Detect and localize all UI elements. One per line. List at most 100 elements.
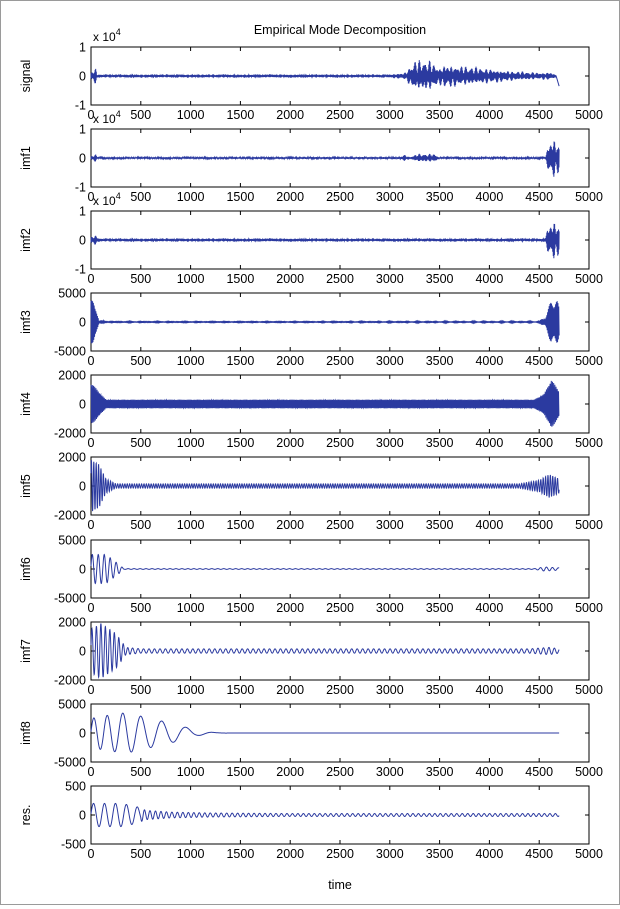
x-tick-label: 2500: [326, 436, 354, 450]
x-tick-label: 5000: [575, 765, 603, 779]
signal-trace: [90, 712, 560, 753]
axis-multiplier: x 104: [93, 191, 121, 208]
x-tick-label: 3500: [426, 518, 454, 532]
y-tick-label: -500: [61, 838, 86, 852]
x-tick-label: 3500: [426, 765, 454, 779]
x-tick-label: 2000: [276, 190, 304, 204]
figure-title: Empirical Mode Decomposition: [254, 23, 426, 37]
x-tick-label: 2500: [326, 354, 354, 368]
y-tick-label: 5000: [58, 698, 86, 712]
y-axis-label: imf4: [19, 392, 33, 416]
x-tick-label: 2500: [326, 765, 354, 779]
x-tick-label: 2000: [276, 765, 304, 779]
x-tick-label: 2500: [326, 108, 354, 122]
y-tick-label: -1: [75, 99, 86, 113]
x-tick-label: 1000: [177, 354, 205, 368]
y-axis-label: imf7: [19, 639, 33, 663]
x-tick-label: 2500: [326, 518, 354, 532]
x-tick-label: 4000: [475, 518, 503, 532]
y-tick-label: -5000: [54, 756, 86, 770]
y-tick-label: 0: [79, 480, 86, 494]
x-tick-label: 3000: [376, 272, 404, 286]
x-tick-label: 3000: [376, 847, 404, 861]
x-tick-label: 4500: [525, 436, 553, 450]
y-tick-label: 5000: [58, 534, 86, 548]
y-tick-label: -2000: [54, 509, 86, 523]
x-tick-label: 5000: [575, 272, 603, 286]
y-tick-label: 0: [79, 398, 86, 412]
y-tick-label: 0: [79, 563, 86, 577]
y-tick-label: -2000: [54, 427, 86, 441]
x-tick-label: 3000: [376, 108, 404, 122]
x-tick-label: 5000: [575, 518, 603, 532]
panel-signal: 0 500 1000 1500 2000 2500 3000 3500 4000 4500 5000…: [19, 27, 603, 122]
x-tick-label: 3500: [426, 436, 454, 450]
y-tick-label: 1: [79, 41, 86, 55]
x-tick-label: 500: [130, 601, 151, 615]
x-tick-label: 1500: [226, 436, 254, 450]
panel-imf2: 0 500 1000 1500 2000 2500 3000 3500 4000 4500 5000…: [19, 191, 603, 286]
x-tick-label: 4500: [525, 190, 553, 204]
x-tick-label: 500: [130, 847, 151, 861]
x-tick-label: 5000: [575, 354, 603, 368]
signal-trace: [90, 223, 560, 259]
y-tick-label: 2000: [58, 616, 86, 630]
x-tick-label: 2000: [276, 272, 304, 286]
signal-trace: [90, 141, 560, 177]
signal-trace: [90, 60, 560, 89]
x-tick-label: 2500: [326, 272, 354, 286]
x-tick-label: 1500: [226, 354, 254, 368]
x-tick-label: 2500: [326, 683, 354, 697]
x-tick-label: 3000: [376, 354, 404, 368]
y-tick-label: 0: [79, 316, 86, 330]
x-tick-label: 4500: [525, 601, 553, 615]
y-axis-label: imf8: [19, 721, 33, 745]
x-tick-label: 1500: [226, 765, 254, 779]
y-tick-label: -1: [75, 181, 86, 195]
x-tick-label: 1500: [226, 108, 254, 122]
x-tick-label: 1500: [226, 847, 254, 861]
x-tick-label: 500: [130, 190, 151, 204]
x-tick-label: 1000: [177, 765, 205, 779]
y-tick-label: 0: [79, 727, 86, 741]
x-tick-label: 5000: [575, 847, 603, 861]
x-tick-label: 500: [130, 272, 151, 286]
x-tick-label: 0: [88, 272, 95, 286]
x-tick-label: 1000: [177, 601, 205, 615]
x-tick-label: 0: [88, 847, 95, 861]
x-tick-label: 1000: [177, 518, 205, 532]
x-tick-label: 0: [88, 354, 95, 368]
panel-imf1: 0 500 1000 1500 2000 2500 3000 3500 4000 4500 5000…: [19, 109, 603, 204]
x-tick-label: 1000: [177, 683, 205, 697]
x-tick-label: 2500: [326, 847, 354, 861]
x-tick-label: 2500: [326, 190, 354, 204]
x-tick-label: 4000: [475, 436, 503, 450]
x-tick-label: 2000: [276, 683, 304, 697]
x-tick-label: 500: [130, 108, 151, 122]
x-tick-label: 0: [88, 190, 95, 204]
x-tick-label: 4000: [475, 765, 503, 779]
x-tick-label: 3000: [376, 683, 404, 697]
x-axis-label: time: [328, 878, 352, 892]
signal-trace: [90, 623, 560, 680]
x-tick-label: 4000: [475, 683, 503, 697]
y-tick-label: -2000: [54, 674, 86, 688]
x-tick-label: 5000: [575, 683, 603, 697]
y-tick-label: 500: [65, 780, 86, 794]
y-tick-label: 0: [79, 152, 86, 166]
x-tick-label: 1000: [177, 190, 205, 204]
y-axis-label: imf1: [19, 146, 33, 170]
x-tick-label: 1000: [177, 108, 205, 122]
x-tick-label: 3500: [426, 683, 454, 697]
axis-multiplier: x 104: [93, 27, 121, 44]
x-tick-label: 2000: [276, 354, 304, 368]
x-tick-label: 2000: [276, 436, 304, 450]
y-tick-label: 0: [79, 645, 86, 659]
y-axis-label: imf2: [19, 228, 33, 252]
signal-trace: [90, 300, 560, 344]
x-tick-label: 0: [88, 518, 95, 532]
x-tick-label: 1500: [226, 272, 254, 286]
panel-res: 0 500 1000 1500 2000 2500 3000 3500 4000 4500 5000…: [19, 780, 603, 862]
